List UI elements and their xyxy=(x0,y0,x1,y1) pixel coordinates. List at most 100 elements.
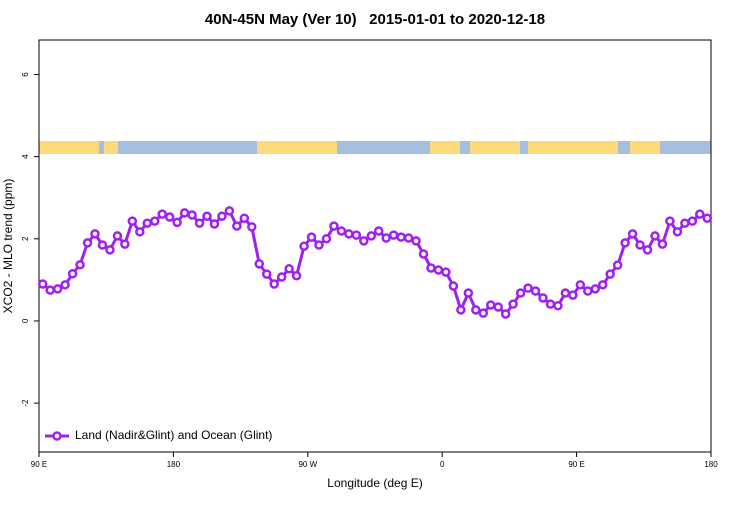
point xyxy=(396,232,406,242)
point xyxy=(635,240,645,250)
point xyxy=(97,240,108,250)
point xyxy=(366,231,377,241)
x-axis-title: Longitude (deg E) xyxy=(327,476,422,490)
point xyxy=(172,217,182,228)
point xyxy=(164,212,175,222)
point xyxy=(485,300,496,310)
point xyxy=(120,239,130,249)
point xyxy=(105,245,115,255)
point xyxy=(37,279,48,289)
point xyxy=(359,236,369,246)
point xyxy=(403,233,414,243)
point xyxy=(209,219,220,229)
x-tick-label: 180 xyxy=(704,460,718,469)
point xyxy=(52,284,63,294)
point xyxy=(75,259,85,270)
point xyxy=(45,285,55,295)
point xyxy=(568,290,578,300)
point xyxy=(60,280,70,290)
point xyxy=(112,231,123,241)
point xyxy=(336,226,347,236)
point xyxy=(314,240,324,250)
land-ocean-strip xyxy=(39,141,711,154)
point xyxy=(456,305,466,315)
point xyxy=(269,279,279,289)
point xyxy=(590,284,601,294)
point xyxy=(291,271,302,281)
y-axis-title: XCO2 - MLO trend (ppm) xyxy=(1,179,15,314)
y-tick-label: 6 xyxy=(21,72,30,77)
point xyxy=(194,218,205,228)
point xyxy=(493,302,503,312)
x-tick-label: 180 xyxy=(167,460,181,469)
y-tick-label: 0 xyxy=(21,318,30,323)
legend-marker xyxy=(52,431,62,441)
point xyxy=(321,234,332,244)
point xyxy=(665,216,675,226)
point xyxy=(463,288,474,298)
point xyxy=(157,209,167,219)
point xyxy=(344,229,354,239)
point xyxy=(560,288,571,298)
point xyxy=(381,233,391,243)
point xyxy=(471,305,481,315)
point xyxy=(508,299,518,309)
line xyxy=(41,208,708,317)
point xyxy=(650,231,660,241)
point xyxy=(657,239,668,249)
x-tick-label: 0 xyxy=(440,460,445,469)
point xyxy=(627,229,638,239)
point xyxy=(254,259,265,269)
point xyxy=(695,209,705,219)
point xyxy=(247,222,257,232)
point xyxy=(426,263,436,273)
point xyxy=(672,227,683,237)
point xyxy=(597,280,608,290)
point xyxy=(329,221,339,231)
point xyxy=(224,206,235,216)
point xyxy=(433,265,444,275)
x-tick-label: 90 E xyxy=(568,460,584,469)
point xyxy=(612,260,623,270)
point xyxy=(276,272,287,282)
point xyxy=(411,236,421,246)
point xyxy=(135,227,145,237)
point xyxy=(187,210,197,220)
point xyxy=(687,216,698,226)
point xyxy=(90,229,100,239)
point xyxy=(545,299,556,309)
point xyxy=(217,211,227,221)
point xyxy=(127,216,138,226)
point xyxy=(179,208,190,218)
point xyxy=(605,269,615,279)
point xyxy=(306,232,317,242)
legend-label: Land (Nadir&Glint) and Ocean (Glint) xyxy=(75,428,272,442)
point xyxy=(448,281,459,291)
point xyxy=(530,286,541,296)
point xyxy=(418,249,429,259)
point xyxy=(82,238,93,248)
point xyxy=(478,308,489,318)
x-tick-label: 90 W xyxy=(298,460,317,469)
point xyxy=(642,245,653,255)
point xyxy=(523,283,533,293)
point xyxy=(553,301,563,311)
point xyxy=(620,238,630,248)
y-tick-label: -2 xyxy=(21,399,30,407)
point xyxy=(202,211,212,221)
y-tick-label: 4 xyxy=(21,154,30,159)
point xyxy=(500,309,511,319)
point xyxy=(441,267,451,277)
point xyxy=(149,216,160,226)
point xyxy=(373,226,384,236)
point xyxy=(261,269,272,279)
point xyxy=(232,221,242,231)
x-tick-label: 90 E xyxy=(31,460,47,469)
point xyxy=(515,288,526,298)
point xyxy=(239,213,250,224)
point xyxy=(575,280,586,290)
point xyxy=(351,230,362,240)
point xyxy=(538,293,548,303)
point xyxy=(702,213,713,224)
